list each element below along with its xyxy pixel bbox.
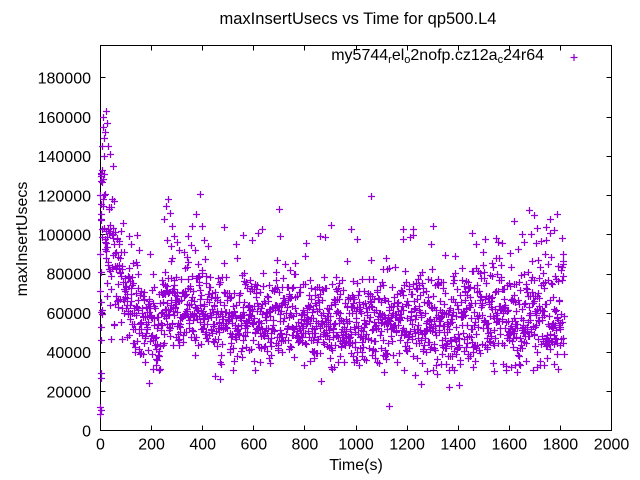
svg-text:1800: 1800 [543,437,579,454]
svg-text:40000: 40000 [47,345,92,362]
svg-text:1000: 1000 [338,437,374,454]
svg-text:1600: 1600 [492,437,528,454]
svg-text:60000: 60000 [47,306,92,323]
svg-text:160000: 160000 [38,110,91,127]
svg-text:80000: 80000 [47,267,92,284]
svg-text:my5744relo2nofp.cz12ac24r64: my5744relo2nofp.cz12ac24r64 [331,47,544,66]
svg-text:600: 600 [240,437,267,454]
svg-text:maxInsertUsecs: maxInsertUsecs [14,182,31,297]
svg-text:200: 200 [138,437,165,454]
svg-text:0: 0 [82,424,91,441]
svg-text:800: 800 [292,437,319,454]
svg-text:120000: 120000 [38,188,91,205]
svg-text:20000: 20000 [47,384,92,401]
svg-text:140000: 140000 [38,149,91,166]
svg-text:1400: 1400 [440,437,476,454]
svg-text:Time(s): Time(s) [329,457,383,474]
svg-text:180000: 180000 [38,71,91,88]
svg-text:maxInsertUsecs vs Time for qp5: maxInsertUsecs vs Time for qp500.L4 [220,10,497,28]
svg-text:400: 400 [189,437,216,454]
svg-text:2000: 2000 [594,437,630,454]
svg-text:0: 0 [96,437,105,454]
svg-text:100000: 100000 [38,228,91,245]
svg-text:1200: 1200 [389,437,425,454]
